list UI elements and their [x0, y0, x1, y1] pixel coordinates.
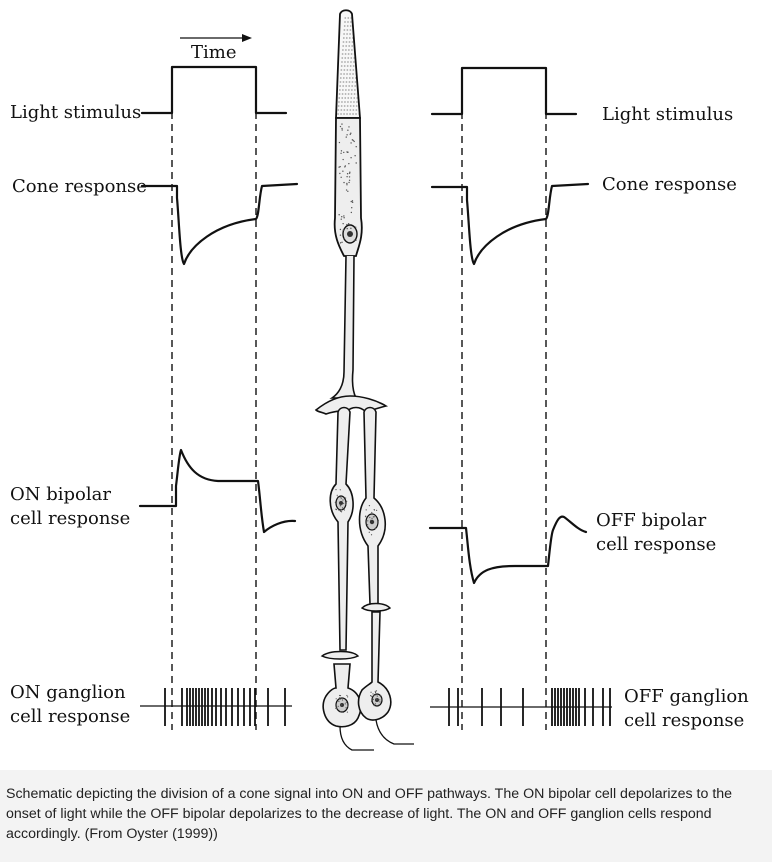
on-bipolar-label-line2: cell response	[10, 508, 130, 529]
left-cone-response-trace	[140, 182, 299, 266]
on-off-pathway-diagram: Time Light stimulus Cone response ON bip…	[10, 9, 750, 751]
right-light-stimulus-trace	[430, 66, 578, 116]
off-ganglion-label-line2: cell response	[624, 710, 744, 731]
left-light-stimulus-trace	[140, 65, 288, 115]
off-bipolar-label-line1: OFF bipolar	[596, 510, 707, 531]
right-light-stimulus-label: Light stimulus	[602, 104, 733, 125]
left-dashed-guides	[171, 112, 257, 730]
right-cone-response-trace	[430, 182, 590, 266]
diagram-canvas: Time Light stimulus Cone response ON bip…	[10, 9, 749, 751]
on-ganglion-label-line1: ON ganglion	[10, 682, 126, 703]
left-on-ganglion-spikes	[140, 688, 292, 726]
on-bipolar-label-line1: ON bipolar	[10, 484, 111, 505]
on-ganglion-label-line2: cell response	[10, 706, 130, 727]
off-ganglion-cell-illustration	[357, 611, 414, 745]
time-arrow	[180, 34, 252, 42]
off-bipolar-label-line2: cell response	[596, 534, 716, 555]
off-bipolar-cell-illustration	[358, 406, 392, 612]
off-ganglion-label-line1: OFF ganglion	[624, 686, 749, 707]
right-off-ganglion-spikes	[430, 688, 612, 726]
left-on-bipolar-trace	[138, 448, 297, 534]
cone-photoreceptor-illustration	[314, 9, 389, 415]
right-off-bipolar-trace	[428, 515, 588, 585]
left-cone-response-label: Cone response	[12, 176, 147, 197]
figure-caption: Schematic depicting the division of a co…	[0, 770, 772, 862]
left-light-stimulus-label: Light stimulus	[10, 102, 141, 123]
on-bipolar-cell-illustration	[320, 406, 360, 660]
right-cone-response-label: Cone response	[602, 174, 737, 195]
right-dashed-guides	[461, 112, 547, 730]
time-label: Time	[191, 42, 236, 63]
on-ganglion-cell-illustration	[322, 663, 374, 751]
